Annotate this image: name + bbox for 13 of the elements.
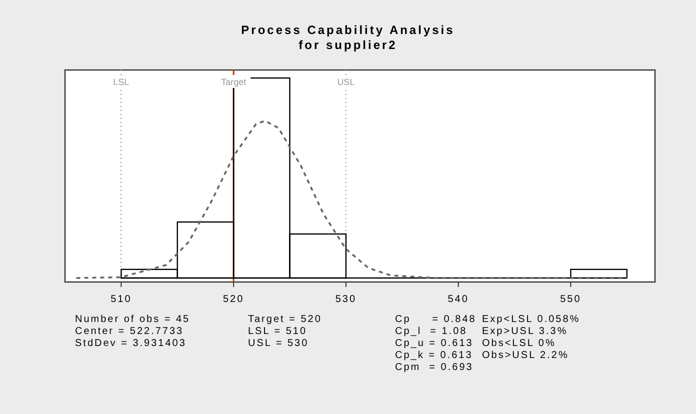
x-tick-label: 550 (560, 294, 582, 305)
x-tick-label: 540 (448, 294, 469, 305)
text: Exp<LSL 0.058% Exp>USL 3.3% Obs<LSL 0% Obs>USL 2.2% (482, 314, 580, 361)
x-tick-label: 520 (222, 294, 244, 305)
ref-line-label: USL (337, 77, 355, 87)
ref-line-label: Target (221, 77, 247, 87)
ref-line-label: LSL (113, 77, 130, 87)
x-tick-label: 530 (335, 294, 357, 305)
chart-title: Process Capability Analysis for supplier2 (241, 23, 455, 52)
text: Target = 520 LSL = 510 USL = 530 (248, 314, 322, 349)
text: Number of obs = 45 Center = 522.7733 StdDev = 3.931403 (75, 314, 190, 349)
text: Cp = 0.848 Cp_l = 1.08 Cp_u = 0.613 Cp_k = 0.613 Cpm = 0.693 (395, 314, 476, 373)
x-tick-label: 510 (110, 294, 132, 305)
